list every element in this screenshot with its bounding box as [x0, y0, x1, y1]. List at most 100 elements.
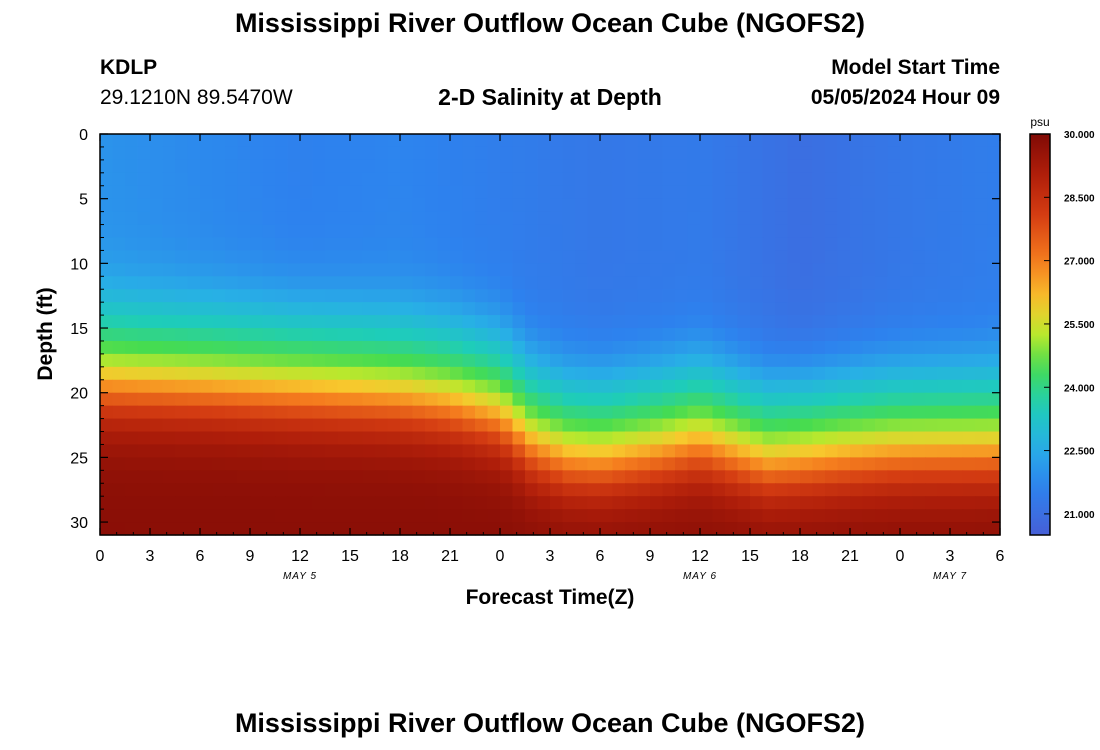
heatmap-cell — [987, 483, 1001, 497]
heatmap-cell — [700, 289, 714, 303]
heatmap-cell — [812, 146, 826, 161]
heatmap-cell — [750, 418, 764, 433]
heatmap-cell — [387, 340, 401, 355]
heatmap-cell — [387, 405, 401, 420]
heatmap-cell — [387, 237, 401, 252]
heatmap-cell — [175, 470, 189, 484]
heatmap-cell — [612, 172, 626, 187]
heatmap-cell — [712, 172, 726, 187]
heatmap-cell — [550, 328, 564, 342]
heatmap-cell — [587, 418, 601, 433]
heatmap-cell — [487, 146, 501, 161]
heatmap-cell — [150, 185, 164, 200]
heatmap-cell — [725, 237, 739, 252]
heatmap-cell — [425, 250, 439, 264]
heatmap-cell — [775, 224, 789, 239]
heatmap-cell — [450, 431, 464, 446]
heatmap-cell — [750, 172, 764, 187]
heatmap-cell — [375, 224, 389, 239]
heatmap-cell — [775, 302, 789, 316]
heatmap-cell — [975, 431, 989, 446]
heatmap-cell — [725, 134, 739, 148]
heatmap-cell — [875, 289, 889, 303]
heatmap-cell — [512, 276, 526, 290]
heatmap-cell — [462, 302, 476, 316]
heatmap-cell — [450, 457, 464, 471]
heatmap-cell — [737, 211, 751, 226]
heatmap-cell — [575, 263, 589, 277]
heatmap-cell — [225, 392, 239, 407]
heatmap-cell — [250, 328, 264, 342]
heatmap-cell — [937, 289, 951, 303]
heatmap-cell — [100, 431, 114, 446]
heatmap-cell — [787, 340, 801, 355]
heatmap-cell — [537, 172, 551, 187]
heatmap-cell — [637, 418, 651, 433]
heatmap-cell — [462, 431, 476, 446]
heatmap-cell — [787, 250, 801, 264]
heatmap-cell — [425, 457, 439, 471]
heatmap-cell — [612, 237, 626, 252]
heatmap-cell — [150, 289, 164, 303]
heatmap-cell — [925, 483, 939, 497]
heatmap-cell — [887, 457, 901, 471]
heatmap-cell — [850, 522, 864, 536]
heatmap-cell — [200, 237, 214, 252]
heatmap-cell — [400, 237, 414, 252]
heatmap-cell — [762, 146, 776, 161]
heatmap-cell — [937, 418, 951, 433]
heatmap-cell — [450, 185, 464, 200]
heatmap-cell — [625, 263, 639, 277]
heatmap-cell — [437, 392, 451, 407]
heatmap-cell — [712, 509, 726, 523]
heatmap-cell — [462, 444, 476, 458]
heatmap-cell — [637, 289, 651, 303]
heatmap-cell — [800, 211, 814, 226]
heatmap-cell — [350, 457, 364, 471]
heatmap-cell — [187, 289, 201, 303]
heatmap-cell — [212, 353, 226, 368]
heatmap-cell — [325, 211, 339, 226]
heatmap-cell — [637, 470, 651, 484]
heatmap-cell — [125, 159, 139, 174]
heatmap-cell — [337, 470, 351, 484]
heatmap-cell — [225, 289, 239, 303]
heatmap-cell — [562, 470, 576, 484]
heatmap-cell — [712, 315, 726, 329]
heatmap-cell — [275, 496, 289, 510]
x-axis-label: Forecast Time(Z) — [466, 586, 635, 609]
heatmap-cell — [862, 185, 876, 200]
heatmap-cell — [937, 159, 951, 174]
heatmap-cell — [387, 315, 401, 329]
heatmap-cell — [450, 418, 464, 433]
heatmap-cell — [300, 431, 314, 446]
heatmap-cell — [887, 237, 901, 252]
heatmap-cell — [262, 172, 276, 187]
heatmap-cell — [712, 418, 726, 433]
heatmap-cell — [587, 185, 601, 200]
heatmap-cell — [150, 159, 164, 174]
heatmap-cell — [212, 496, 226, 510]
heatmap-cell — [125, 146, 139, 161]
heatmap-cell — [350, 470, 364, 484]
heatmap-cell — [400, 418, 414, 433]
heatmap-cell — [525, 172, 539, 187]
heatmap-cell — [875, 366, 889, 381]
heatmap-cell — [962, 328, 976, 342]
heatmap-cell — [525, 237, 539, 252]
heatmap-cell — [462, 366, 476, 381]
heatmap-cell — [325, 328, 339, 342]
heatmap-cell — [837, 224, 851, 239]
heatmap-cell — [625, 379, 639, 394]
heatmap-cell — [975, 289, 989, 303]
heatmap-cell — [925, 146, 939, 161]
heatmap-cell — [262, 315, 276, 329]
heatmap-cell — [187, 328, 201, 342]
heatmap-cell — [175, 444, 189, 458]
heatmap-cell — [462, 522, 476, 536]
heatmap-cell — [437, 457, 451, 471]
heatmap-cell — [762, 509, 776, 523]
heatmap-cell — [975, 444, 989, 458]
heatmap-cell — [362, 522, 376, 536]
